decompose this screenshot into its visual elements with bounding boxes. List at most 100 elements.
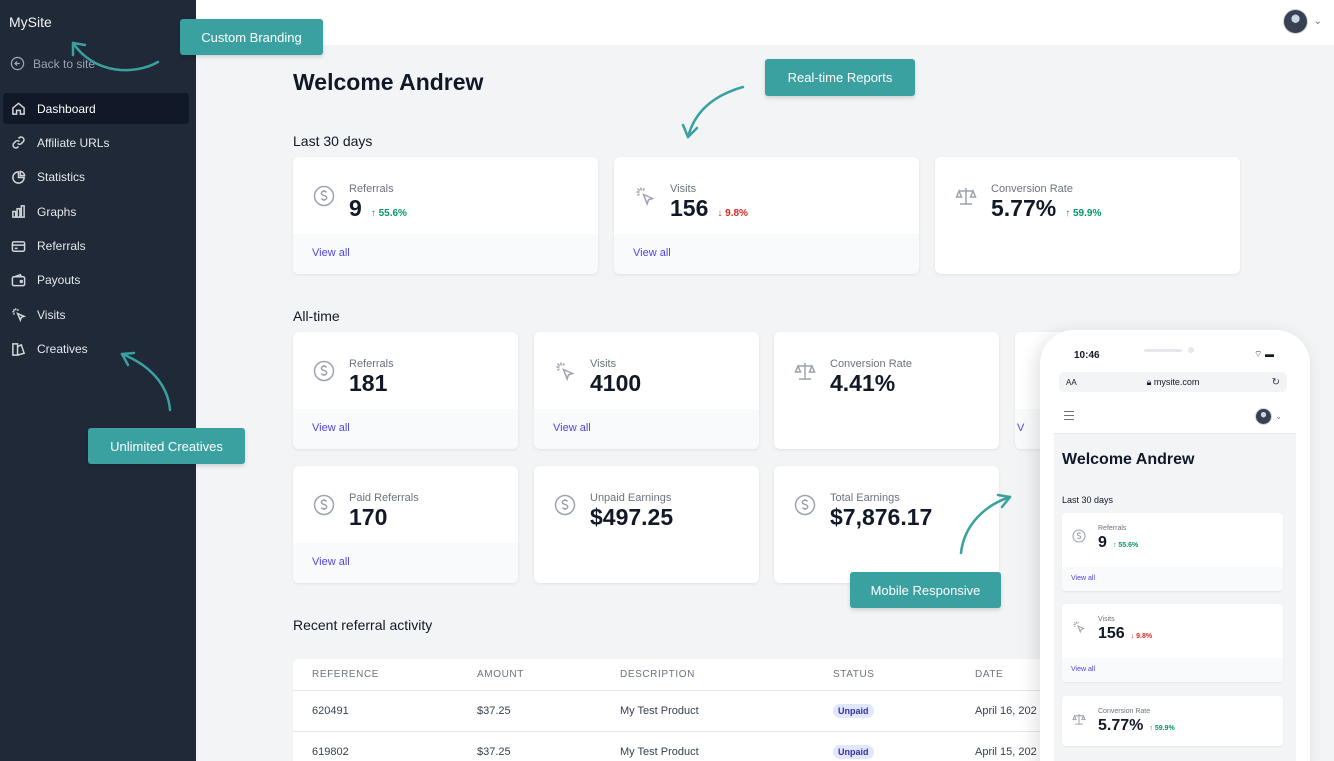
- stat-label: Visits: [670, 183, 697, 195]
- stat-card-visits-all: Visits 4100 View all: [534, 332, 759, 449]
- stat-card-visits-30d: Visits 156 ↓ 9.8% View all: [614, 157, 919, 274]
- stat-value: 170: [349, 504, 388, 530]
- status-badge: Unpaid: [833, 704, 874, 718]
- stat-card-referrals-all: Referrals 181 View all: [293, 332, 518, 449]
- stat-value: 156: [1098, 625, 1125, 642]
- sidebar-item-affiliate-urls[interactable]: Affiliate URLs: [3, 127, 189, 158]
- phone-address-bar[interactable]: AA 🔒︎ mysite.com ↻: [1059, 372, 1287, 392]
- stat-value-row: 156 ↓ 9.8%: [670, 195, 748, 222]
- stat-value: 181: [349, 370, 388, 396]
- cursor-click-icon: [634, 185, 656, 207]
- cell-status: Unpaid: [833, 704, 975, 718]
- callout-unlimited-creatives: Unlimited Creatives: [88, 428, 245, 464]
- back-to-site-link[interactable]: Back to site: [10, 56, 95, 71]
- sidebar: MySite Back to site Dashboard Affiliate …: [0, 0, 196, 761]
- phone-time: 10:46: [1074, 350, 1100, 361]
- sidebar-item-statistics[interactable]: Statistics: [3, 162, 189, 193]
- dollar-icon: [1072, 529, 1086, 543]
- sidebar-item-dashboard[interactable]: Dashboard: [3, 93, 189, 124]
- sidebar-item-payouts[interactable]: Payouts: [3, 265, 189, 296]
- table-row[interactable]: 620491 $37.25 My Test Product Unpaid Apr…: [293, 691, 1073, 732]
- sidebar-item-label: Affiliate URLs: [37, 135, 110, 150]
- phone-card-conversion: Conversion Rate 5.77% ↑ 59.9%: [1062, 696, 1283, 746]
- column-header[interactable]: DESCRIPTION: [620, 669, 695, 680]
- mobile-preview: 10:46 ⌔ ▬ AA 🔒︎ mysite.com ↻ ⌄ Welcome A…: [1040, 330, 1310, 761]
- column-header[interactable]: AMOUNT: [477, 669, 524, 680]
- view-all-link[interactable]: View all: [293, 543, 518, 583]
- stat-value: $497.25: [590, 504, 674, 530]
- sidebar-item-visits[interactable]: Visits: [3, 299, 189, 330]
- scale-icon: [1072, 712, 1086, 726]
- hamburger-menu-icon[interactable]: [1064, 411, 1074, 420]
- phone-page-title: Welcome Andrew: [1062, 451, 1195, 468]
- stat-card-referrals-30d: Referrals 9 ↑ 55.6% View all: [293, 157, 598, 274]
- sidebar-item-label: Dashboard: [37, 101, 96, 116]
- address-wrap: 🔒︎ mysite.com: [1059, 377, 1287, 388]
- stat-value: 9: [1098, 534, 1107, 551]
- delta-value: 59.9%: [1073, 208, 1102, 219]
- scale-icon: [794, 360, 816, 382]
- stat-delta-down: ↓ 9.8%: [717, 208, 748, 219]
- column-header[interactable]: DATE: [975, 669, 1004, 680]
- lock-icon: 🔒︎: [1146, 376, 1152, 387]
- reload-icon[interactable]: ↻: [1271, 376, 1280, 388]
- arrow-reports: [681, 85, 745, 139]
- stat-label: Conversion Rate: [991, 183, 1073, 195]
- phone-user-menu[interactable]: ⌄: [1255, 408, 1282, 425]
- column-header[interactable]: STATUS: [833, 669, 875, 680]
- arrow-left-circle-icon: [10, 56, 25, 71]
- pie-chart-icon: [12, 170, 26, 184]
- user-menu[interactable]: ⌄: [1282, 9, 1322, 34]
- column-header[interactable]: REFERENCE: [312, 669, 380, 680]
- stat-label: Visits: [590, 358, 617, 370]
- stat-value-row: 9 ↑ 55.6%: [349, 195, 407, 222]
- view-all-link[interactable]: View all: [614, 234, 919, 274]
- stat-label: Referrals: [1098, 525, 1127, 532]
- delta-value: 55.6%: [1118, 542, 1139, 549]
- sidebar-item-label: Visits: [37, 307, 66, 322]
- page-title: Welcome Andrew: [293, 69, 484, 95]
- callout-mobile-responsive: Mobile Responsive: [850, 572, 1001, 608]
- status-badge: Unpaid: [833, 745, 874, 759]
- wallet-icon: [11, 273, 26, 287]
- stat-card-total-earnings: Total Earnings $7,876.17: [774, 466, 999, 583]
- creative-icon: [12, 342, 26, 356]
- stat-value-row: 5.77% ↑ 59.9%: [1098, 717, 1175, 735]
- phone-card-visits: Visits 156 ↓ 9.8% View all: [1062, 604, 1283, 682]
- view-all-link[interactable]: View all: [1062, 567, 1283, 591]
- delta-value: 55.6%: [378, 208, 407, 219]
- chevron-down-icon: ⌄: [1275, 412, 1282, 421]
- card-icon: [11, 240, 26, 252]
- view-all-link[interactable]: View all: [534, 409, 759, 449]
- stat-card-conversion-all: Conversion Rate 4.41%: [774, 332, 999, 449]
- sidebar-item-referrals[interactable]: Referrals: [3, 231, 189, 262]
- chevron-down-icon: ⌄: [1313, 16, 1322, 27]
- stat-delta-up: ↑ 55.6%: [370, 208, 407, 219]
- table-row[interactable]: 619802 $37.25 My Test Product Unpaid Apr…: [293, 732, 1073, 761]
- top-bar: ⌄: [196, 0, 1334, 45]
- cell-status: Unpaid: [833, 745, 975, 759]
- back-to-site-label: Back to site: [33, 56, 96, 71]
- dollar-icon: [554, 494, 576, 516]
- cell-reference: 619802: [312, 746, 349, 758]
- table-header: REFERENCE AMOUNT DESCRIPTION STATUS DATE: [293, 659, 1073, 691]
- dollar-icon: [313, 494, 335, 516]
- sidebar-nav: Dashboard Affiliate URLs Statistics Grap…: [3, 93, 189, 368]
- view-all-link[interactable]: View all: [293, 234, 598, 274]
- stat-value: 5.77%: [991, 195, 1057, 221]
- sidebar-item-creatives[interactable]: Creatives: [3, 334, 189, 365]
- sidebar-item-graphs[interactable]: Graphs: [3, 196, 189, 227]
- view-all-link[interactable]: View all: [1062, 658, 1283, 682]
- text-size-button[interactable]: AA: [1066, 377, 1077, 387]
- delta-value: 9.8%: [1136, 633, 1153, 640]
- sidebar-item-label: Payouts: [37, 273, 81, 288]
- stat-delta-up: ↑ 55.6%: [1112, 542, 1139, 549]
- cell-description: My Test Product: [620, 705, 699, 717]
- brand-name[interactable]: MySite: [9, 14, 52, 30]
- phone-camera: [1188, 347, 1194, 353]
- callout-custom-branding: Custom Branding: [180, 19, 323, 55]
- stat-label: Referrals: [349, 358, 394, 370]
- sidebar-item-label: Creatives: [37, 342, 88, 357]
- stat-value: 156: [670, 195, 709, 221]
- view-all-link[interactable]: View all: [293, 409, 518, 449]
